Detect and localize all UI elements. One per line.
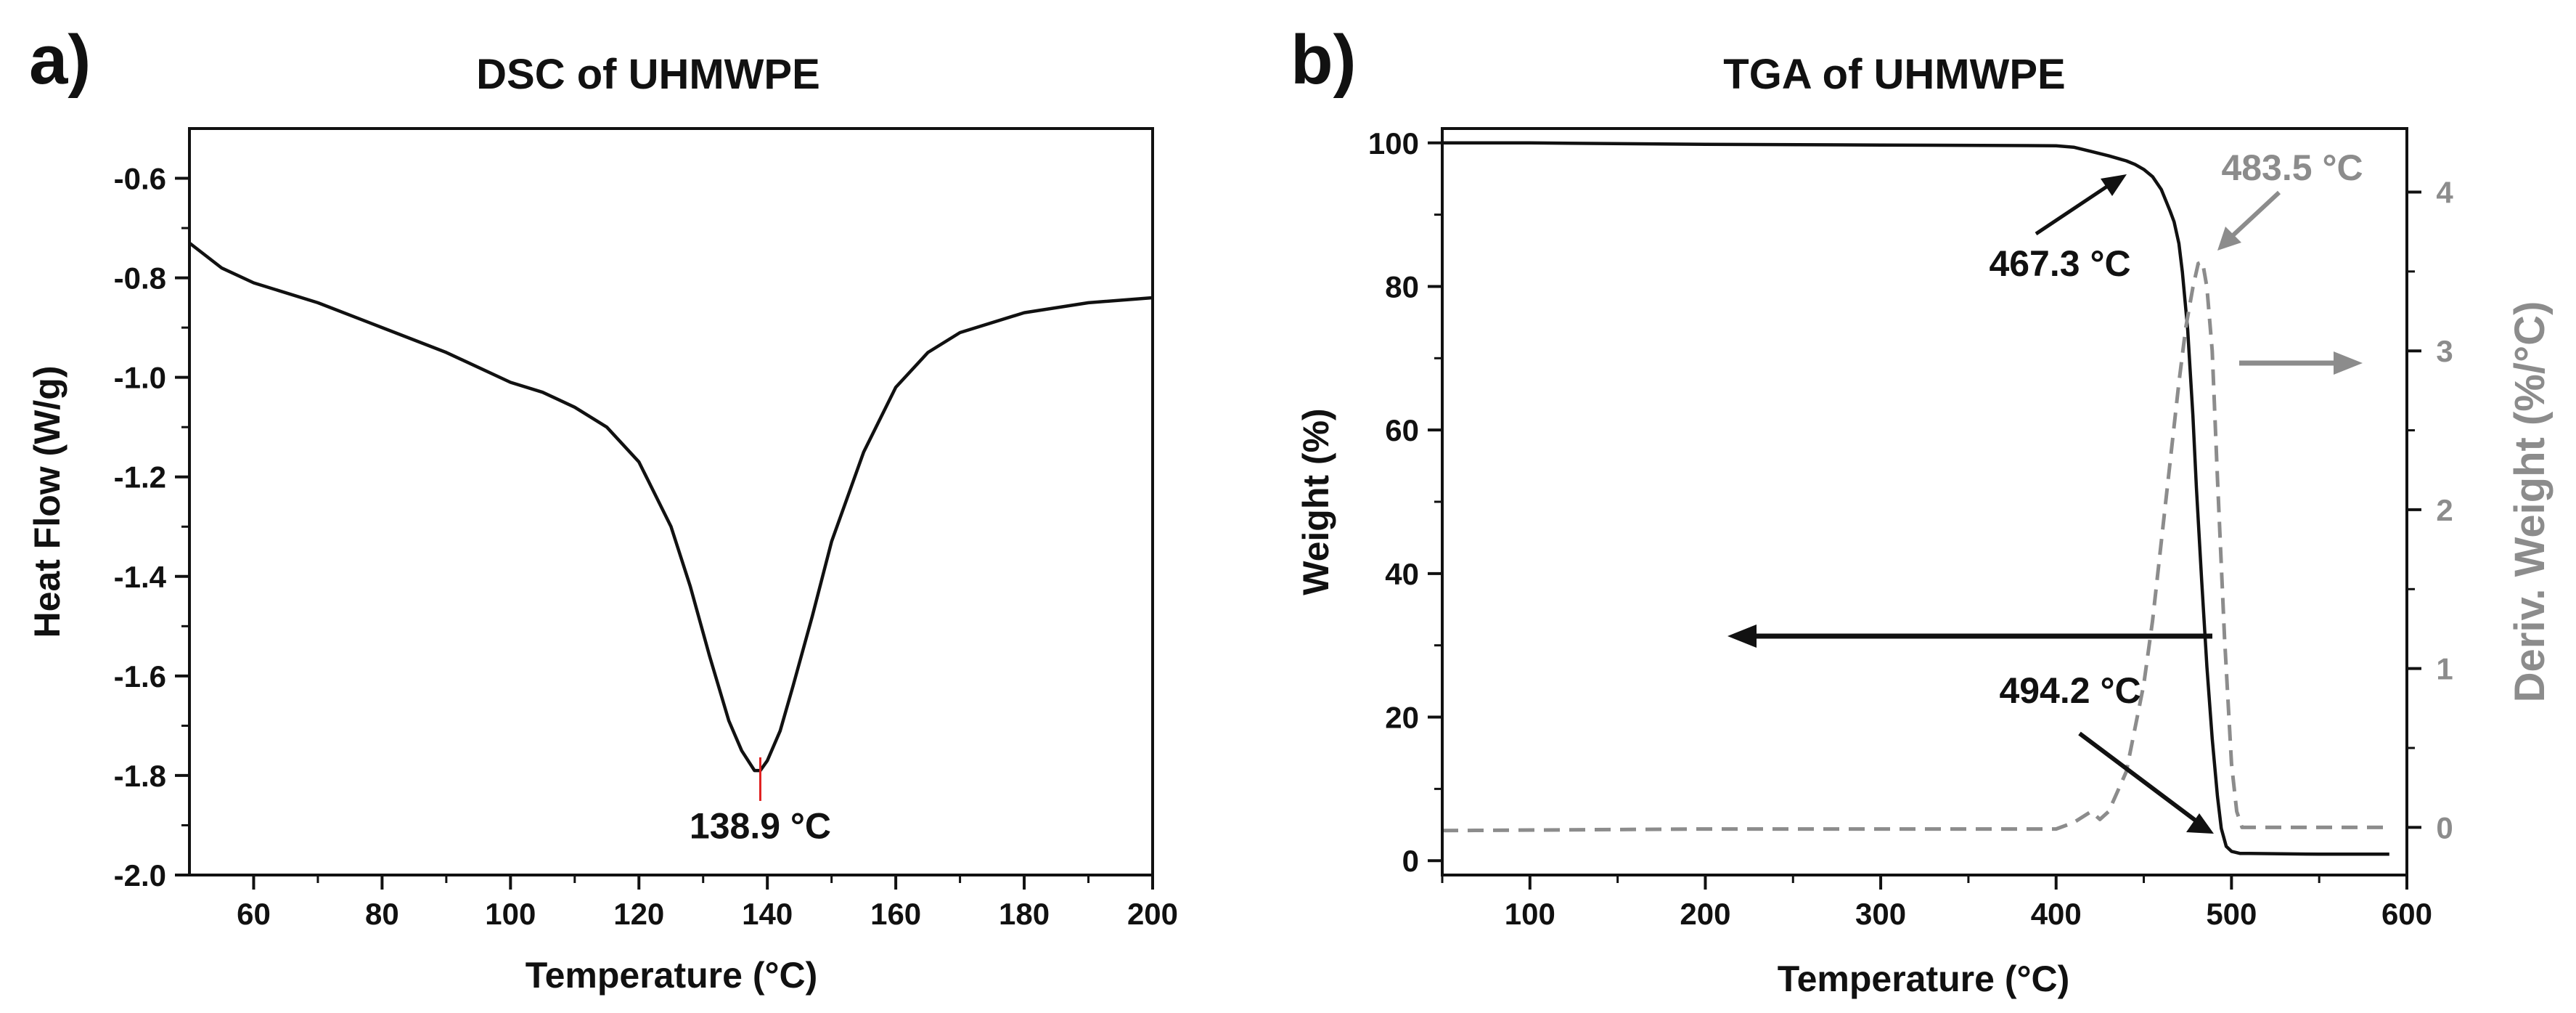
- panel-b: b) TGA of UHMWPE 100 200 300 400 500 60002040…: [1291, 21, 2553, 999]
- tga-467-annotation: 467.3 °C: [1989, 243, 2130, 284]
- tga-494-annotation: 494.2 °C: [1999, 670, 2140, 711]
- panel-b-label: b): [1291, 21, 1357, 99]
- tga-x-tick-label: 600: [2381, 897, 2432, 931]
- dsc-x-tick-label: 200: [1127, 897, 1178, 931]
- tga-x-tick-label: 300: [1855, 897, 1906, 931]
- dsc-x-tick-label: 80: [365, 897, 399, 931]
- tga-y2-axis-label: Deriv. Weight (%/°C): [2506, 301, 2553, 703]
- tga-y-tick-label: 0: [1402, 844, 1419, 878]
- dsc-title: DSC of UHMWPE: [476, 51, 820, 98]
- tga-y-tick-label: 100: [1368, 126, 1419, 160]
- dsc-x-tick-label: 160: [870, 897, 921, 931]
- tga-deriv-weight-line: [1442, 260, 2389, 833]
- dsc-y-tick-label: -1.8: [114, 759, 166, 793]
- arrow-467-annotation: [2035, 174, 2127, 236]
- dsc-y-tick-label: -0.6: [114, 162, 166, 196]
- dsc-y-tick-label: -1.0: [114, 361, 166, 395]
- dsc-y-tick-label: -1.4: [114, 560, 167, 594]
- tga-483-annotation: 483.5 °C: [2221, 147, 2363, 188]
- tga-plot-frame: [1441, 127, 2408, 876]
- panel-a: a) DSC of UHMWPE 60 80 100 120 140 160 180 200 -…: [27, 21, 1178, 996]
- tga-y-tick-label: 40: [1385, 557, 1419, 591]
- dsc-y-axis-label: Heat Flow (W/g): [27, 366, 68, 638]
- dsc-y-tick-label: -1.2: [114, 460, 166, 495]
- arrow-494-annotation: [2078, 731, 2214, 834]
- dsc-y-tick-label: -1.6: [114, 659, 166, 693]
- tga-y2-tick-label: 1: [2436, 652, 2453, 686]
- dsc-y-tick-label: -2.0: [114, 858, 166, 892]
- dsc-y-tick-label: -0.8: [114, 261, 166, 296]
- dsc-x-tick-label: 100: [485, 897, 536, 931]
- tga-y-tick-label: 20: [1385, 701, 1419, 735]
- dsc-x-tick-label: 60: [237, 897, 271, 931]
- tga-x-axis-label: Temperature (°C): [1778, 959, 2069, 999]
- arrow-left-axis-indicator: [1727, 625, 2212, 648]
- tga-y-tick-label: 60: [1385, 413, 1419, 447]
- tga-y2-tick-label: 4: [2436, 175, 2453, 209]
- tga-x-tick-label: 500: [2206, 897, 2257, 931]
- tga-y2-tick-label: 3: [2436, 334, 2453, 368]
- tga-y-tick-label: 80: [1385, 269, 1419, 304]
- tga-x-tick-label: 100: [1505, 897, 1555, 931]
- dsc-x-tick-label: 140: [742, 897, 793, 931]
- tga-y2-tick-label: 0: [2436, 810, 2453, 845]
- dsc-x-axis-label: Temperature (°C): [526, 955, 817, 996]
- tga-x-tick-label: 400: [2031, 897, 2082, 931]
- tga-x-tick-label: 200: [1680, 897, 1730, 931]
- dsc-x-tick-label: 120: [613, 897, 664, 931]
- dsc-heat-flow-line: [188, 241, 1153, 773]
- arrow-right-axis-indicator: [2239, 351, 2363, 375]
- tga-title: TGA of UHMWPE: [1723, 51, 2065, 98]
- tga-y-axis-label: Weight (%): [1296, 408, 1336, 595]
- tga-weight-line: [1442, 141, 2389, 856]
- panel-a-label: a): [29, 21, 91, 99]
- dsc-plot-frame: [188, 127, 1154, 876]
- dsc-peak-annotation: 138.9 °C: [690, 805, 831, 846]
- dsc-x-tick-label: 180: [999, 897, 1050, 931]
- tga-y2-tick-label: 2: [2436, 493, 2453, 527]
- arrow-483-annotation: [2217, 190, 2281, 251]
